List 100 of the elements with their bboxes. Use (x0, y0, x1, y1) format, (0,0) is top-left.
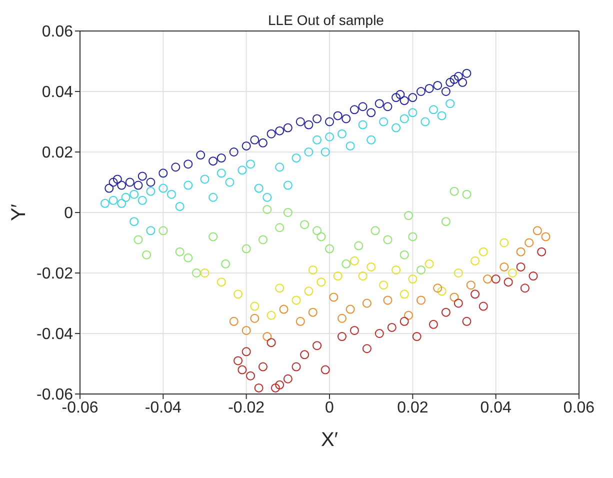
point (374, 329, 384, 338)
point (138, 172, 147, 181)
x-tick-label: -0.02 (228, 399, 265, 416)
point (258, 362, 268, 372)
point (312, 114, 322, 124)
point (142, 250, 152, 260)
x-tick-label: -0.06 (62, 399, 98, 416)
point (396, 90, 405, 100)
point (428, 105, 438, 114)
point (400, 250, 409, 260)
point (266, 129, 276, 138)
point (454, 298, 463, 308)
point (312, 135, 322, 144)
point (266, 338, 276, 348)
point (208, 192, 218, 202)
point (500, 262, 509, 272)
point (175, 247, 184, 256)
point (470, 290, 480, 299)
point (184, 180, 193, 190)
point (312, 341, 322, 350)
point (454, 268, 463, 278)
point (262, 332, 272, 342)
point (316, 278, 326, 287)
point (379, 280, 388, 290)
point (125, 178, 134, 187)
point (408, 93, 418, 102)
point (374, 99, 384, 108)
point (292, 296, 301, 305)
point (171, 162, 180, 172)
point (166, 190, 176, 199)
point (408, 232, 418, 242)
point (366, 135, 376, 144)
point (416, 265, 426, 274)
point (342, 259, 351, 268)
point (370, 226, 380, 236)
point (392, 93, 401, 102)
point (283, 180, 292, 190)
point (387, 322, 396, 332)
point (238, 166, 247, 175)
point (158, 168, 168, 178)
point (516, 262, 526, 272)
point (254, 383, 264, 392)
point (146, 186, 156, 196)
point (104, 184, 114, 193)
point (478, 302, 488, 311)
point (462, 316, 472, 326)
point (337, 332, 346, 342)
point (404, 310, 414, 320)
x-axis-title: X′ (320, 429, 338, 451)
point (362, 298, 372, 308)
point (200, 268, 210, 278)
point (337, 129, 346, 138)
point (254, 184, 264, 193)
point (246, 160, 255, 169)
point (458, 78, 468, 87)
point (100, 198, 110, 208)
point (304, 120, 314, 130)
point (437, 111, 446, 120)
point (437, 286, 446, 296)
y-tick-label: 0.06 (42, 24, 74, 41)
x-tick-label: 0 (325, 399, 334, 416)
point (242, 326, 251, 335)
point (184, 253, 193, 262)
point (541, 232, 550, 242)
point (404, 211, 414, 220)
point (400, 114, 409, 124)
point (420, 117, 430, 126)
point (275, 162, 284, 172)
point (466, 280, 476, 290)
point (246, 371, 255, 380)
point (184, 160, 193, 169)
point (350, 105, 359, 114)
point (320, 148, 330, 156)
point (524, 238, 534, 248)
point (158, 184, 168, 193)
point (238, 365, 247, 374)
point (470, 256, 480, 266)
point (242, 244, 251, 254)
y-axis-title: Y′ (8, 204, 30, 222)
point (500, 238, 509, 248)
point (532, 226, 542, 236)
point (416, 87, 426, 96)
point (342, 114, 351, 124)
point (138, 196, 147, 205)
point (392, 123, 401, 132)
point (408, 274, 418, 284)
point (433, 284, 442, 293)
point (258, 235, 268, 244)
point (250, 302, 260, 311)
point (283, 374, 292, 384)
point (234, 290, 243, 299)
chart-title: LLE Out of sample (267, 12, 385, 28)
point (366, 108, 376, 118)
point (366, 262, 376, 272)
point (379, 117, 388, 126)
point (262, 192, 272, 202)
y-tick-label: 0 (64, 205, 74, 222)
point (362, 344, 372, 354)
point (446, 78, 455, 87)
point (383, 296, 392, 305)
